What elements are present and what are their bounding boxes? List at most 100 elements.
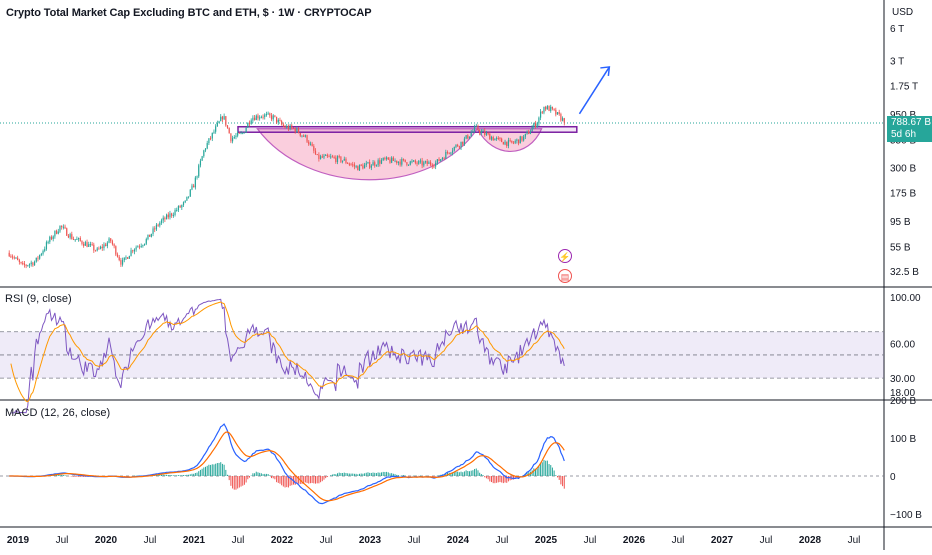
time-tick-label: 2024 bbox=[447, 535, 470, 546]
rsi-ma-line bbox=[10, 301, 565, 403]
candle-body bbox=[521, 136, 523, 141]
candle-body bbox=[260, 116, 262, 118]
candle-body bbox=[69, 234, 71, 238]
candle-body bbox=[490, 137, 493, 140]
candle-body bbox=[467, 135, 469, 139]
candle-body bbox=[44, 248, 46, 251]
rsi-pane-label[interactable]: RSI (9, close) bbox=[5, 293, 72, 305]
us-flag-icon[interactable]: ▤ bbox=[558, 269, 572, 283]
candle-body bbox=[17, 257, 19, 261]
candle-body bbox=[325, 154, 327, 156]
candle-body bbox=[514, 141, 516, 143]
candle-body bbox=[355, 166, 357, 168]
macd-line bbox=[9, 423, 565, 505]
candle-body bbox=[47, 241, 49, 243]
candle-body bbox=[98, 248, 100, 250]
candle-body bbox=[365, 163, 367, 165]
rsi-line bbox=[10, 298, 565, 414]
candle-body bbox=[284, 126, 286, 128]
time-tick-label: 2023 bbox=[359, 535, 382, 546]
candle-body bbox=[281, 121, 283, 125]
candle-body bbox=[473, 126, 476, 131]
candle-body bbox=[370, 165, 372, 168]
candle-body bbox=[404, 159, 406, 163]
candle-body bbox=[18, 260, 20, 262]
candle-body bbox=[140, 245, 142, 247]
candle-body bbox=[35, 257, 37, 262]
candle-body bbox=[453, 146, 455, 151]
candle-body bbox=[353, 164, 356, 167]
candle-body bbox=[406, 162, 408, 165]
candle-body bbox=[101, 246, 103, 249]
candle-body bbox=[89, 244, 92, 246]
candle-body bbox=[184, 200, 186, 203]
candle-body bbox=[198, 165, 200, 177]
candle-body bbox=[67, 235, 70, 238]
projection-arrowhead bbox=[600, 66, 611, 77]
candle-body bbox=[106, 242, 108, 247]
candle-body bbox=[20, 261, 22, 263]
time-tick-label: Jul bbox=[848, 535, 861, 546]
candle-body bbox=[536, 123, 538, 127]
candle-body bbox=[206, 143, 208, 149]
time-tick-label: Jul bbox=[672, 535, 685, 546]
candle-body bbox=[28, 264, 31, 266]
candle-body bbox=[517, 139, 520, 144]
candle-body bbox=[255, 115, 257, 121]
candle-body bbox=[237, 132, 239, 136]
candle-body bbox=[132, 250, 134, 252]
candle-body bbox=[211, 132, 213, 139]
candle-body bbox=[52, 236, 54, 240]
candle-body bbox=[428, 162, 430, 164]
candle-body bbox=[292, 127, 295, 129]
lightning-icon[interactable]: ⚡ bbox=[558, 249, 572, 263]
candle-body bbox=[560, 114, 562, 121]
candle-body bbox=[414, 160, 416, 163]
candle-body bbox=[362, 165, 364, 169]
candle-body bbox=[335, 157, 337, 163]
candle-body bbox=[99, 246, 102, 249]
candle-body bbox=[397, 161, 400, 163]
candle-body bbox=[526, 131, 528, 134]
candle-body bbox=[121, 260, 124, 265]
candle-body bbox=[248, 122, 251, 124]
candle-body bbox=[216, 123, 218, 127]
candle-body bbox=[262, 116, 264, 118]
candle-body bbox=[477, 125, 479, 131]
currency-label[interactable]: USD bbox=[892, 7, 914, 18]
candle-body bbox=[169, 213, 171, 218]
candle-body bbox=[145, 239, 147, 244]
macd-tick-label: 200 B bbox=[890, 396, 916, 407]
candle-body bbox=[110, 238, 112, 242]
candle-body bbox=[433, 166, 435, 168]
candle-body bbox=[13, 257, 15, 259]
candle-body bbox=[301, 135, 303, 137]
candle-body bbox=[149, 234, 151, 237]
candle-body bbox=[297, 128, 300, 134]
time-tick-label: Jul bbox=[320, 535, 333, 546]
candle-body bbox=[435, 162, 437, 167]
candle-body bbox=[385, 157, 388, 160]
candle-body bbox=[316, 154, 318, 156]
candle-body bbox=[563, 118, 565, 123]
candle-body bbox=[181, 205, 183, 208]
candle-body bbox=[541, 111, 543, 113]
candle-body bbox=[443, 157, 445, 159]
candle-body bbox=[118, 256, 120, 261]
candle-body bbox=[545, 106, 547, 110]
candle-body bbox=[499, 138, 501, 140]
candle-body bbox=[275, 116, 278, 123]
candle-body bbox=[306, 135, 308, 142]
candle-body bbox=[341, 160, 344, 162]
macd-pane-label[interactable]: MACD (12, 26, close) bbox=[5, 407, 111, 419]
candle-body bbox=[331, 156, 334, 158]
candle-body bbox=[93, 244, 95, 251]
candle-body bbox=[502, 142, 504, 145]
candle-body bbox=[384, 157, 386, 160]
candle-body bbox=[199, 160, 202, 166]
candle-body bbox=[550, 106, 552, 111]
candle-body bbox=[287, 126, 290, 130]
candle-body bbox=[130, 250, 132, 256]
candle-body bbox=[401, 159, 403, 165]
